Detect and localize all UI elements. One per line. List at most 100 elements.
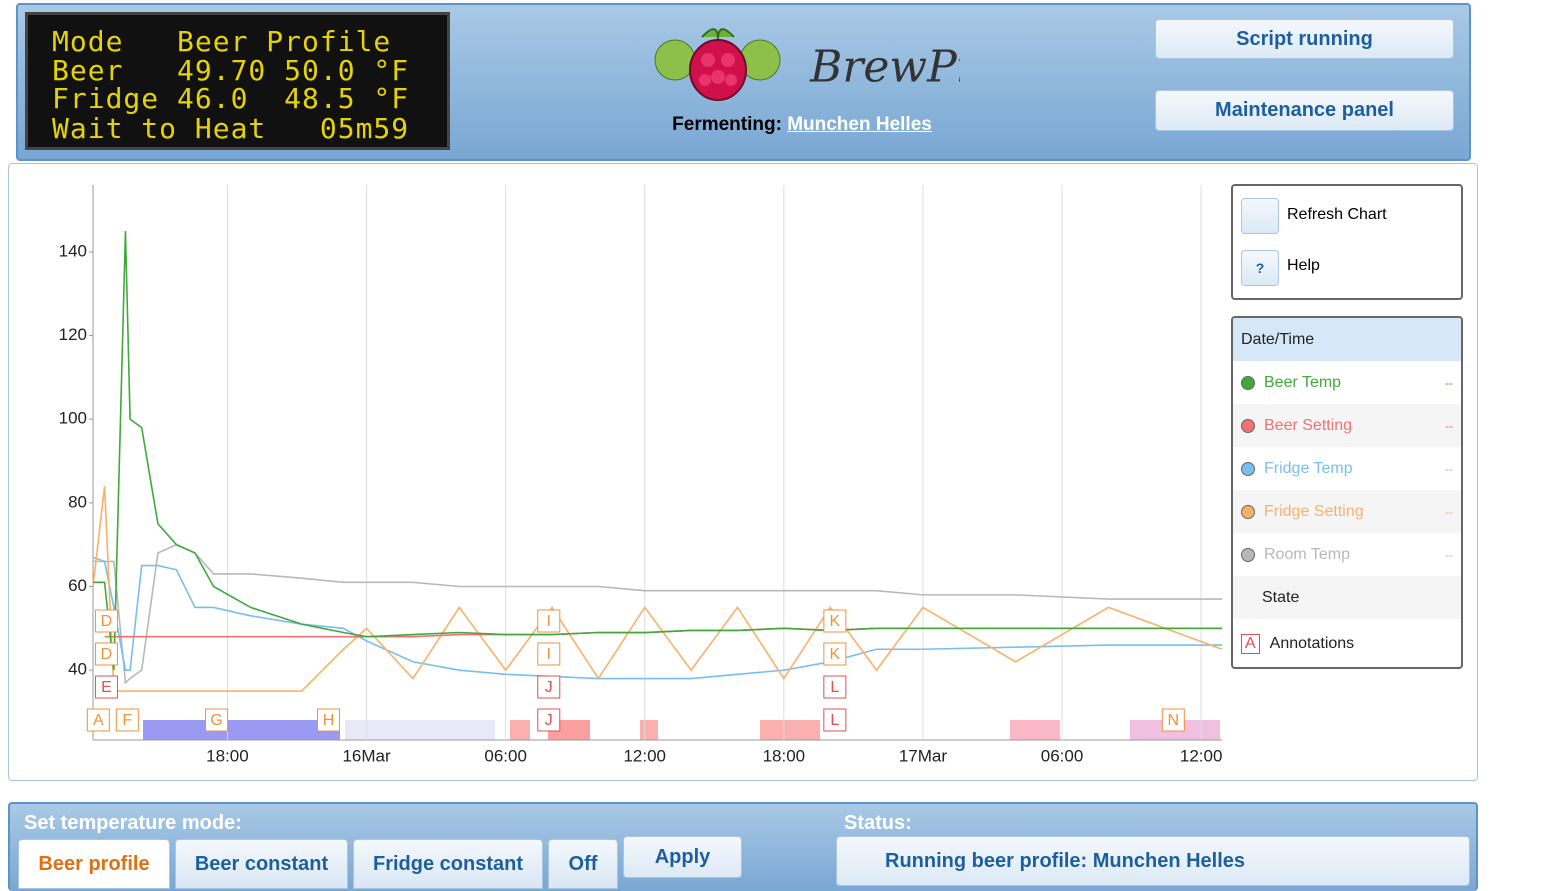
status-label: Status: xyxy=(844,812,912,834)
annotation-label: D xyxy=(101,613,113,630)
legend-reading: -- xyxy=(1445,547,1453,562)
state-bar xyxy=(143,720,1220,740)
refresh-icon[interactable] xyxy=(1241,198,1279,234)
legend-reading: -- xyxy=(1445,375,1453,390)
annotation-box xyxy=(537,708,561,732)
annotation-label: K xyxy=(830,613,841,630)
profile-link[interactable]: Munchen Helles xyxy=(787,114,932,135)
legend-header: Date/Time xyxy=(1233,318,1461,361)
annotation-label: I xyxy=(547,613,551,630)
annotation-box xyxy=(86,708,110,732)
lcd-line: Mode Beer Profile xyxy=(52,25,392,58)
y-tick-label: 80 xyxy=(68,492,87,511)
legend-entry[interactable]: Beer Temp -- xyxy=(1233,361,1461,404)
help-label[interactable]: Help xyxy=(1287,257,1320,274)
annotation-label: K xyxy=(830,646,841,663)
legend-entry[interactable]: Fridge Setting -- xyxy=(1233,490,1461,533)
lcd-line: Beer 49.70 50.0 °F xyxy=(52,54,410,87)
mode-tab[interactable]: Off xyxy=(548,839,618,889)
label: Maintenance panel xyxy=(1215,99,1394,121)
legend-label: Fridge Setting xyxy=(1264,502,1364,520)
lcd: Mode Beer Profile Beer 49.70 50.0 °F Fri… xyxy=(25,12,450,150)
y-tick-label: 100 xyxy=(59,409,87,428)
logo-text: BrewPi xyxy=(809,42,960,93)
x-tick-label: 12:00 xyxy=(1180,746,1223,765)
series-line xyxy=(93,230,1222,671)
legend-dot xyxy=(1241,547,1255,562)
fermenting: Fermenting: Munchen Helles xyxy=(600,114,1004,136)
y-tick-label: 140 xyxy=(59,241,87,260)
x-tick-label: 12:00 xyxy=(623,746,666,765)
annotation-box xyxy=(823,609,847,633)
series-line xyxy=(93,543,1222,685)
fermenting-label: Fermenting: xyxy=(672,114,782,135)
status-text: Running beer profile: Munchen Helles xyxy=(885,849,1246,872)
mode-tab[interactable]: Beer profile xyxy=(18,839,170,889)
help-icon[interactable]: ? xyxy=(1241,250,1279,286)
y-tick-label: 40 xyxy=(68,660,87,679)
mode-tab[interactable]: Fridge constant xyxy=(353,839,543,889)
annotation-label: J xyxy=(545,679,553,696)
annotation-box xyxy=(94,675,118,699)
legend-entry[interactable]: Beer Setting -- xyxy=(1233,404,1461,447)
legend-reading: -- xyxy=(1445,461,1453,476)
script-status-button[interactable]: Script running xyxy=(1155,19,1454,59)
annotation-label: I xyxy=(547,646,551,663)
legend: Date/Time State A Annotations Beer Temp --… xyxy=(1231,316,1463,669)
annotation-box xyxy=(317,708,341,732)
x-tick-label: 18:00 xyxy=(763,746,806,765)
x-tick-label: 17Mar xyxy=(899,746,948,765)
legend-label: Beer Temp xyxy=(1264,373,1342,391)
annotation-box xyxy=(1161,708,1185,732)
x-tick-label: 16Mar xyxy=(342,746,391,765)
annotation-label: L xyxy=(830,712,839,729)
annotation-label: E xyxy=(101,679,112,696)
refresh-label[interactable]: Refresh Chart xyxy=(1287,206,1387,223)
status-box: Running beer profile: Munchen Helles xyxy=(836,836,1470,886)
legend-entry[interactable]: Room Temp -- xyxy=(1233,533,1461,576)
mode-label: Set temperature mode: xyxy=(24,812,242,834)
annotation-box xyxy=(537,609,561,633)
mode-tab[interactable]: Beer constant xyxy=(175,839,348,889)
annotation-label: N xyxy=(1168,712,1180,729)
annotation-label: F xyxy=(122,712,132,729)
annotation-box xyxy=(823,642,847,666)
legend-entry[interactable]: Fridge Temp -- xyxy=(1233,447,1461,490)
legend-dot xyxy=(1241,418,1255,433)
logo: BrewPi xyxy=(654,28,960,101)
annotation-box xyxy=(823,675,847,699)
apply-button[interactable]: Apply xyxy=(623,836,742,878)
label: State xyxy=(1262,588,1300,606)
annotation-box xyxy=(537,642,561,666)
label: Script running xyxy=(1236,27,1373,50)
symbol: A xyxy=(1241,633,1260,654)
annotation-label: D xyxy=(101,646,113,663)
x-tick-label: 18:00 xyxy=(206,746,249,765)
legend-dot xyxy=(1241,461,1255,476)
legend-dot xyxy=(1241,504,1255,519)
chart-controls: Refresh Chart ? Help xyxy=(1231,184,1463,300)
annotation-box xyxy=(115,708,139,732)
legend-label: Beer Setting xyxy=(1264,416,1353,434)
annotation-label: J xyxy=(545,712,553,729)
lcd-line: Fridge 46.0 48.5 °F xyxy=(52,82,410,115)
x-tick-label: 06:00 xyxy=(484,746,527,765)
legend-dot xyxy=(1241,375,1255,390)
legend-reading: -- xyxy=(1445,504,1453,519)
series-line xyxy=(92,486,1223,692)
legend-label: Room Temp xyxy=(1264,545,1350,563)
label: Annotations xyxy=(1269,634,1355,652)
maintenance-button[interactable]: Maintenance panel xyxy=(1155,90,1454,131)
label: Apply xyxy=(654,845,711,868)
chart-panel xyxy=(8,163,1478,781)
annotation-box xyxy=(205,708,229,732)
legend-annotations: A Annotations xyxy=(1233,622,1461,665)
legend-state: State xyxy=(1233,576,1461,619)
y-tick-label: 120 xyxy=(59,325,87,344)
annotation-label: H xyxy=(323,712,335,729)
annotation-label: G xyxy=(210,712,222,729)
annotation-box xyxy=(537,675,561,699)
lcd-line: Wait to Heat 05m59 xyxy=(52,112,410,145)
legend-label: Fridge Temp xyxy=(1264,459,1353,477)
